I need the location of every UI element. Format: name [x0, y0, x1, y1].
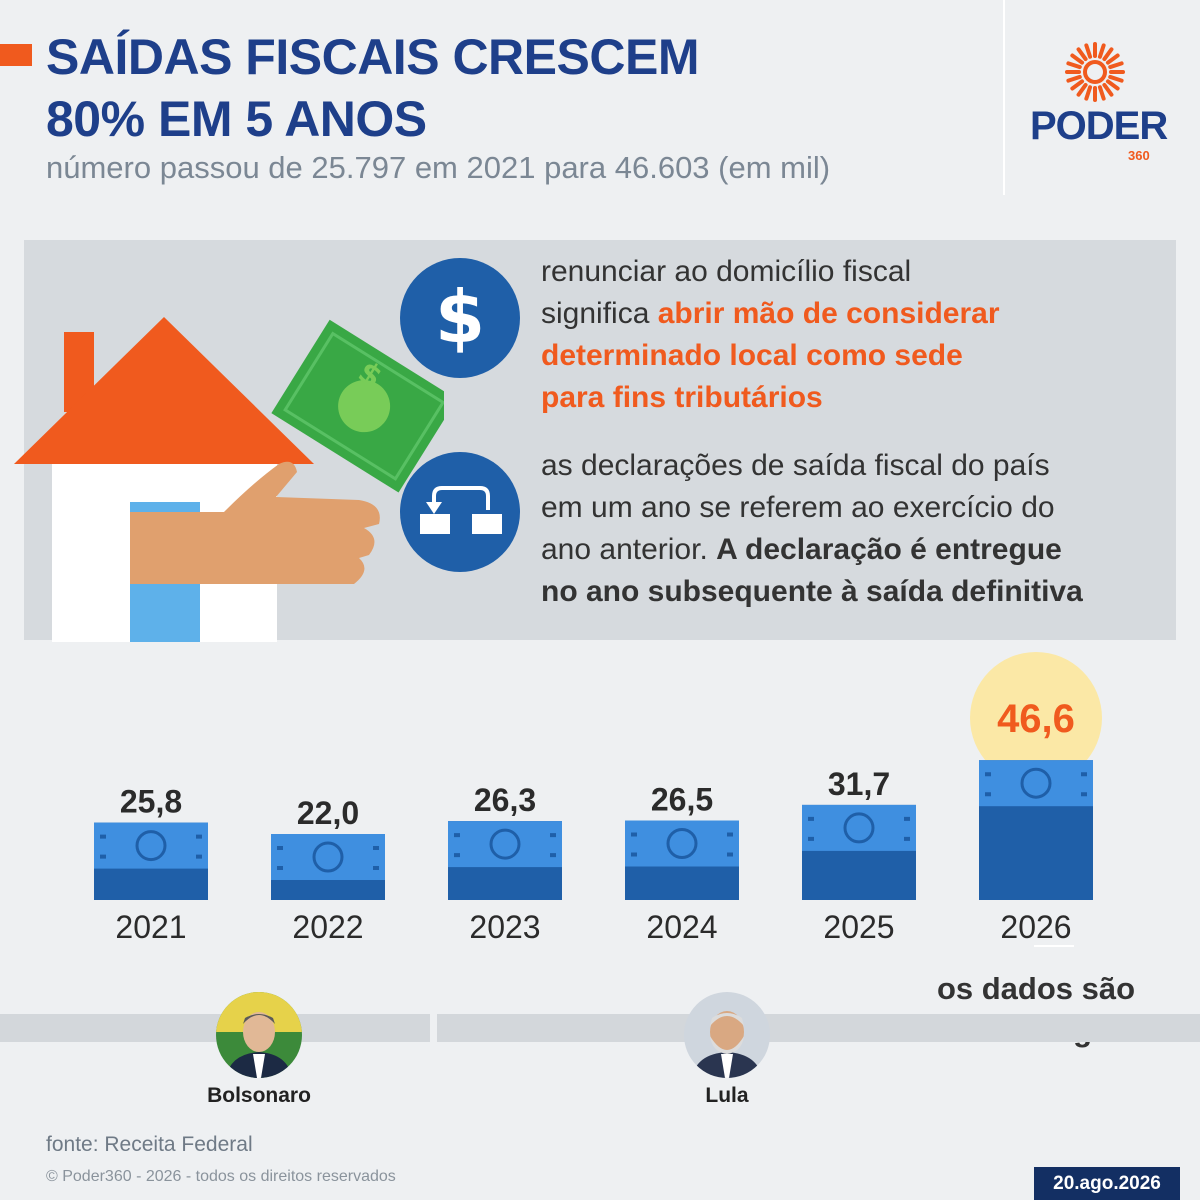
category-label-2023: 2023 [469, 909, 540, 945]
page-subtitle: número passou de 25.797 em 2021 para 46.… [46, 150, 830, 186]
bill-2026 [979, 760, 1093, 806]
timeline-segment-lula [437, 1014, 1200, 1042]
data-label-2024: 26,5 [651, 782, 713, 818]
info-text-2: as declarações de saída fiscal do país e… [541, 445, 1161, 613]
president-name-lula: Lula [647, 1084, 807, 1108]
bill-2022 [271, 834, 385, 880]
page-title: SAÍDAS FISCAIS CRESCEM 80% EM 5 ANOS [46, 26, 946, 150]
bill-2025 [802, 805, 916, 851]
data-label-2026: 46,6 [997, 697, 1075, 741]
president-timeline [0, 1014, 1200, 1042]
category-label-2022: 2022 [292, 909, 363, 945]
house-money-illustration: $ [14, 312, 444, 642]
avatar-bolsonaro [216, 992, 302, 1078]
title-line-2: 80% EM 5 ANOS [46, 88, 946, 150]
info-text-1-line-3: determinado local como sede [541, 335, 1161, 377]
bar-chart: 25,8 2021 22,0 2022 26,3 2023 26,5 2024 31,7 2025… [0, 650, 1200, 960]
data-label-2021: 25,8 [120, 784, 182, 820]
header-divider [1003, 0, 1005, 195]
transfer-icon [400, 452, 520, 572]
info-text-2-line-3: ano anterior. A declaração é entregue [541, 529, 1161, 571]
bill-2024 [625, 821, 739, 867]
data-label-2025: 31,7 [828, 766, 890, 802]
title-line-1: SAÍDAS FISCAIS CRESCEM [46, 26, 946, 88]
timeline-segment-bolsonaro [0, 1014, 430, 1042]
data-label-2023: 26,3 [474, 782, 536, 818]
info-text-2-line-4: no ano subsequente à saída definitiva [541, 571, 1161, 613]
info-text-2-line-1: as declarações de saída fiscal do país [541, 445, 1161, 487]
bill-2021 [94, 823, 208, 869]
dollar-icon: $ [400, 258, 520, 378]
note-connector [1034, 945, 1074, 947]
category-label-2026: 2026 [1000, 909, 1071, 945]
bill-2023 [448, 821, 562, 867]
category-label-2024: 2024 [646, 909, 717, 945]
source-text: fonte: Receita Federal [46, 1133, 253, 1157]
data-label-2022: 22,0 [297, 795, 359, 831]
info-text-2-line-2: em um ano se referem ao exercício do [541, 487, 1161, 529]
logo-wordmark: PODER [1030, 104, 1156, 149]
category-label-2025: 2025 [823, 909, 894, 945]
avatar-lula [684, 992, 770, 1078]
date-badge: 20.ago.2026 [1034, 1167, 1180, 1200]
president-name-bolsonaro: Bolsonaro [179, 1084, 339, 1108]
info-text-1-line-1: renunciar ao domicílio fiscal [541, 251, 1161, 293]
info-text-1: renunciar ao domicílio fiscal significa … [541, 251, 1161, 419]
title-accent-bar [0, 44, 32, 66]
logo-sub: 360 [1128, 148, 1150, 163]
copyright-text: © Poder360 - 2026 - todos os direitos re… [46, 1168, 396, 1186]
info-text-1-line-4: para fins tributários [541, 377, 1161, 419]
info-text-1-line-2: significa abrir mão de considerar [541, 293, 1161, 335]
svg-text:$: $ [435, 275, 485, 359]
data-note-line-1: os dados são [900, 968, 1172, 1010]
category-label-2021: 2021 [115, 909, 186, 945]
